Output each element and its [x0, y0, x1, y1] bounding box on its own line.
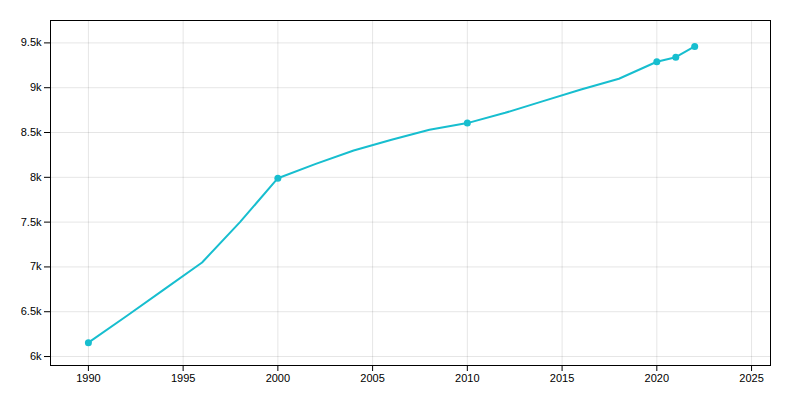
svg-text:1990: 1990 [76, 372, 100, 384]
svg-text:2025: 2025 [739, 372, 763, 384]
svg-text:2015: 2015 [550, 372, 574, 384]
svg-text:9k: 9k [30, 81, 42, 93]
svg-text:2005: 2005 [360, 372, 384, 384]
svg-text:1995: 1995 [171, 372, 195, 384]
svg-text:8.5k: 8.5k [21, 126, 42, 138]
svg-text:7k: 7k [30, 260, 42, 272]
svg-text:2020: 2020 [645, 372, 669, 384]
svg-text:2010: 2010 [455, 372, 479, 384]
svg-text:9.5k: 9.5k [21, 36, 42, 48]
svg-text:7.5k: 7.5k [21, 216, 42, 228]
svg-text:6.5k: 6.5k [21, 305, 42, 317]
svg-text:6k: 6k [30, 350, 42, 362]
svg-text:2000: 2000 [266, 372, 290, 384]
svg-text:8k: 8k [30, 171, 42, 183]
